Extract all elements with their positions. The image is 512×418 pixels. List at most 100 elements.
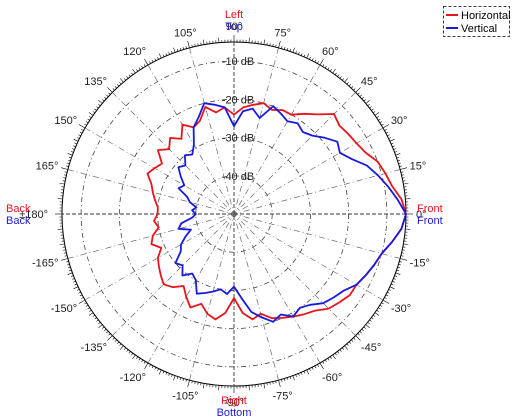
tick-mark (182, 47, 184, 50)
tick-mark (402, 249, 405, 251)
tick-mark (381, 302, 384, 305)
tick-mark (289, 48, 292, 52)
tick-mark (272, 381, 274, 385)
tick-mark (185, 46, 187, 49)
tick-mark (67, 159, 71, 162)
tick-mark (117, 341, 120, 344)
tick-mark (123, 78, 126, 81)
tick-mark (384, 129, 387, 131)
angle-label-30: 30° (391, 115, 408, 127)
tick-mark (369, 106, 372, 109)
tick-mark (357, 333, 360, 336)
tick-mark (396, 156, 400, 159)
tick-mark (197, 43, 199, 46)
tick-mark (334, 72, 337, 76)
tick-mark (131, 352, 134, 356)
tick-mark (114, 86, 117, 89)
tick-mark (74, 142, 77, 145)
tick-mark (106, 331, 109, 334)
tick-mark (394, 275, 398, 277)
tick-mark (319, 362, 324, 370)
tick-mark (382, 124, 390, 129)
tick-mark (187, 41, 190, 48)
tick-mark (396, 269, 400, 272)
tick-mark (168, 52, 170, 55)
tick-mark (284, 378, 286, 381)
tick-mark (73, 280, 76, 283)
tick-mark (112, 337, 115, 340)
tick-mark (73, 286, 79, 290)
tick-mark (72, 278, 75, 280)
tick-mark (378, 307, 381, 310)
tick-mark (348, 84, 351, 87)
tick-mark (176, 48, 179, 52)
tick-mark (154, 58, 157, 61)
tick-mark (395, 272, 401, 275)
tick-mark (104, 97, 107, 100)
tick-mark (378, 118, 381, 121)
tick-mark (67, 264, 70, 266)
tick-mark (85, 121, 89, 124)
tick-mark (67, 153, 73, 156)
tick-mark (342, 347, 345, 350)
tick-mark (300, 372, 303, 375)
direction-label-right-1: Front (417, 203, 443, 215)
tick-mark (67, 162, 70, 164)
tick-mark (391, 142, 394, 145)
tick-mark (367, 103, 370, 106)
tick-mark (151, 365, 154, 369)
angle-label-15: 15° (410, 160, 427, 172)
tick-mark (295, 374, 297, 378)
tick-mark (158, 369, 162, 375)
tick-mark (344, 78, 349, 83)
tick-mark (295, 50, 297, 54)
tick-mark (298, 373, 300, 376)
tick-mark (96, 319, 99, 322)
tick-mark (286, 377, 289, 381)
tick-mark (98, 103, 101, 106)
tick-mark (64, 255, 68, 257)
angle-label-150: 150° (54, 115, 77, 127)
tick-mark (401, 252, 405, 254)
tick-mark (306, 53, 310, 59)
tick-mark (359, 94, 362, 97)
tick-mark (68, 269, 72, 272)
tick-mark (381, 123, 384, 126)
tick-mark (384, 297, 387, 299)
tick-mark (162, 54, 165, 57)
tick-mark (278, 380, 281, 387)
angle-label-neg135: -135° (81, 342, 107, 354)
direction-label-left-1: Back (6, 203, 31, 215)
tick-mark (123, 347, 126, 350)
tick-mark (128, 74, 131, 77)
tick-mark (102, 99, 105, 102)
tick-mark (162, 371, 165, 374)
tick-mark (98, 99, 103, 104)
tick-mark (202, 39, 205, 45)
angle-label-neg30: -30° (391, 303, 411, 315)
tick-mark (379, 304, 383, 307)
tick-mark (104, 328, 107, 331)
tick-mark (74, 283, 77, 286)
tick-mark (185, 379, 187, 382)
tick-mark (311, 58, 314, 61)
tick-mark (337, 351, 340, 354)
direction-label-left-2: Back (6, 215, 31, 227)
tick-mark (182, 378, 184, 381)
tick-mark (303, 371, 306, 374)
tick-mark (361, 97, 364, 100)
tick-mark (73, 138, 79, 142)
tick-mark (363, 326, 366, 329)
tick-mark (187, 380, 190, 387)
tick-mark (398, 264, 401, 266)
tick-mark (107, 335, 113, 341)
tick-mark (157, 57, 159, 60)
tick-mark (303, 54, 306, 57)
angle-label-45: 45° (361, 76, 378, 88)
tick-mark (372, 314, 376, 317)
legend-box (443, 6, 510, 37)
tick-mark (269, 43, 271, 46)
tick-mark (289, 376, 292, 380)
tick-mark (89, 309, 92, 312)
tick-mark (70, 275, 74, 277)
